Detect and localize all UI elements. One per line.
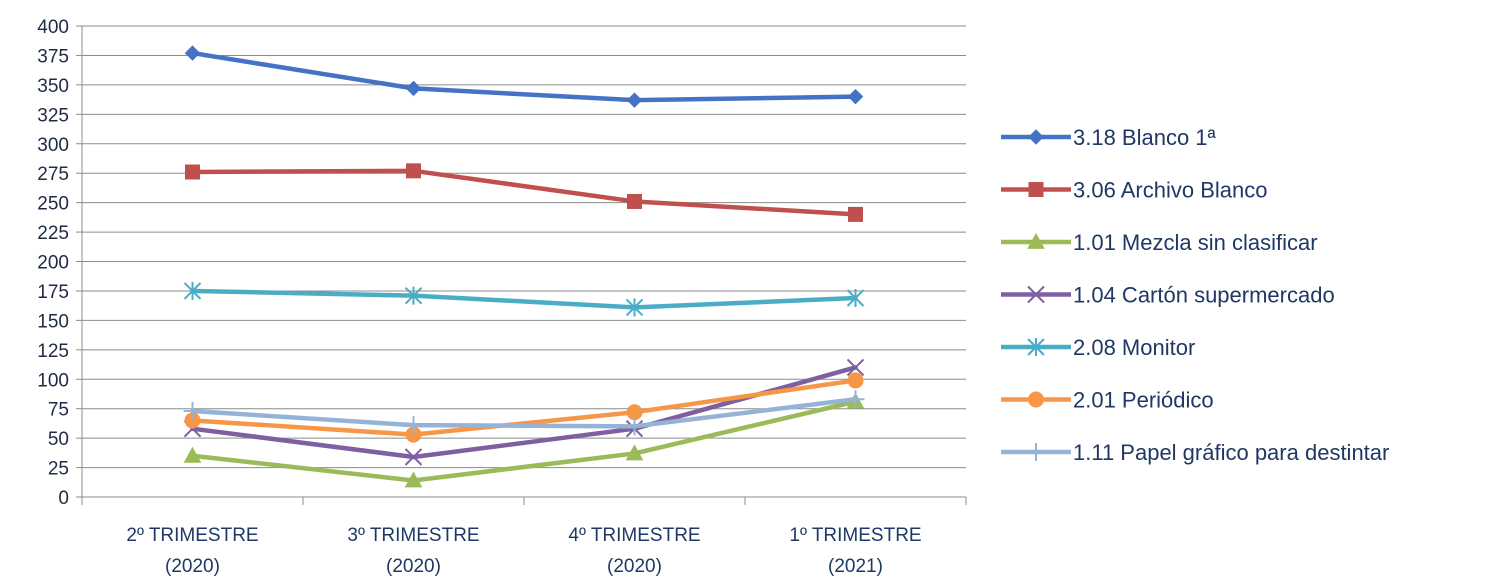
- series-1: [184, 45, 864, 108]
- y-tick-label: 175: [37, 282, 69, 303]
- y-tick-label: 400: [37, 17, 69, 38]
- y-tick-label: 275: [37, 164, 69, 185]
- data-point-marker: [1028, 391, 1044, 408]
- legend-item: 3.18 Blanco 1ª: [1001, 125, 1217, 150]
- legend-label: 1.04 Cartón supermercado: [1073, 283, 1335, 308]
- data-point-marker: [625, 298, 644, 317]
- data-point-marker: [405, 80, 422, 97]
- legend: 3.18 Blanco 1ª 3.06 Archivo Blanco 1.01 Me…: [1001, 125, 1389, 465]
- axes: [76, 25, 967, 505]
- series-line: [190, 397, 858, 429]
- legend-label: 1.11 Papel gráfico para destintar: [1073, 440, 1389, 465]
- data-point-marker: [1028, 129, 1044, 145]
- y-tick-label: 0: [58, 488, 69, 509]
- legend-item: 2.01 Periódico: [1001, 388, 1214, 413]
- data-point-marker: [625, 417, 644, 436]
- series-line: [190, 378, 858, 437]
- y-tick-label: 350: [37, 76, 69, 97]
- series-lines: [183, 45, 865, 488]
- y-tick-label: 325: [37, 105, 69, 126]
- y-tick-label: 75: [48, 400, 69, 421]
- data-point-marker: [846, 289, 865, 308]
- data-point-marker: [848, 206, 863, 222]
- y-tick-label: 125: [37, 341, 69, 362]
- data-point-marker: [625, 444, 644, 461]
- x-category-label: 4º TRIMESTRE (2020): [568, 525, 700, 577]
- legend-label: 3.18 Blanco 1ª: [1073, 125, 1217, 150]
- data-point-marker: [185, 164, 200, 180]
- series-7: [183, 390, 865, 436]
- y-tick-label: 250: [37, 194, 69, 215]
- y-axis-tick-labels: 0 25 50 75 100 125 150 175 200 225 250 275 300 325 350…: [37, 17, 69, 509]
- data-point-marker: [404, 448, 423, 466]
- series-line: [190, 168, 858, 217]
- y-tick-label: 50: [48, 429, 69, 450]
- data-point-marker: [847, 88, 864, 105]
- legend-item: 1.04 Cartón supermercado: [1001, 283, 1335, 308]
- y-tick-label: 25: [48, 459, 69, 480]
- x-category-label: 2º TRIMESTRE (2020): [126, 525, 258, 577]
- legend-label: 1.01 Mezcla sin clasificar: [1073, 230, 1318, 255]
- data-point-marker: [404, 471, 423, 488]
- data-point-marker: [1027, 443, 1045, 461]
- y-tick-label: 200: [37, 253, 69, 274]
- legend-item: 2.08 Monitor: [1001, 335, 1195, 360]
- legend-item: 1.01 Mezcla sin clasificar: [1001, 230, 1318, 255]
- legend-label: 2.08 Monitor: [1073, 335, 1195, 360]
- data-point-marker: [183, 402, 202, 421]
- x-axis-category-labels: 2º TRIMESTRE (2020) 3º TRIMESTRE (2020) 4º T…: [126, 525, 921, 577]
- data-point-marker: [847, 372, 864, 389]
- series-5: [183, 281, 865, 317]
- y-tick-label: 100: [37, 370, 69, 391]
- series-line: [190, 50, 858, 103]
- series-2: [185, 163, 863, 222]
- data-point-marker: [846, 358, 865, 377]
- series-line: [190, 288, 858, 310]
- series-6: [184, 372, 864, 443]
- x-category-label: 3º TRIMESTRE (2020): [347, 525, 479, 577]
- data-point-marker: [183, 281, 202, 300]
- data-point-marker: [404, 286, 423, 305]
- legend-label: 3.06 Archivo Blanco: [1073, 178, 1267, 203]
- data-point-marker: [1027, 285, 1045, 304]
- legend-label: 2.01 Periódico: [1073, 388, 1214, 413]
- series-line: [190, 399, 858, 483]
- data-point-marker: [1027, 338, 1045, 356]
- data-point-marker: [183, 446, 202, 463]
- y-tick-label: 150: [37, 311, 69, 332]
- y-tick-label: 375: [37, 46, 69, 67]
- data-point-marker: [404, 416, 423, 435]
- data-point-marker: [1027, 232, 1045, 249]
- data-point-marker: [406, 163, 421, 179]
- x-category-label: 1º TRIMESTRE (2021): [789, 525, 921, 577]
- data-point-marker: [846, 390, 865, 409]
- data-point-marker: [626, 92, 643, 108]
- y-tick-label: 225: [37, 223, 69, 244]
- legend-item: 1.11 Papel gráfico para destintar: [1001, 440, 1389, 465]
- y-tick-label: 300: [37, 135, 69, 156]
- data-point-marker: [627, 193, 642, 209]
- data-point-marker: [184, 45, 201, 61]
- legend-item: 3.06 Archivo Blanco: [1001, 178, 1267, 203]
- data-point-marker: [1028, 182, 1044, 197]
